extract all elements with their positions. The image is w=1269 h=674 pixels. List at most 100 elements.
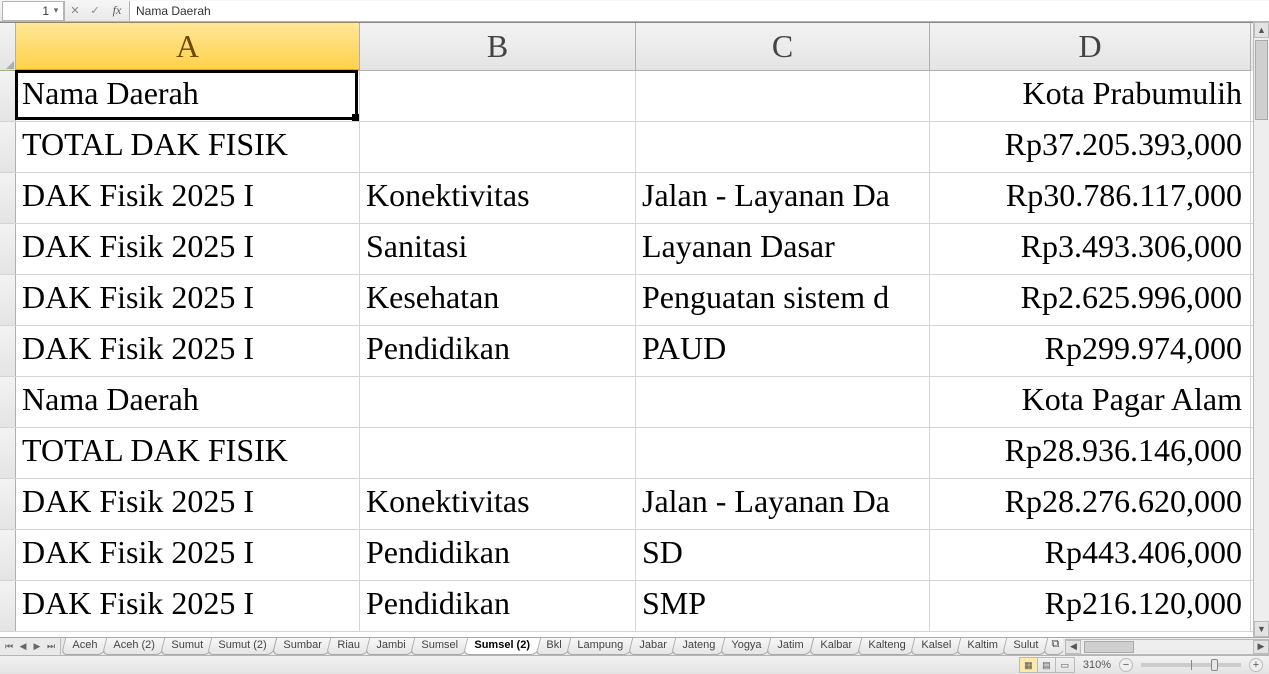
column-header[interactable]: B (360, 23, 636, 71)
normal-view-icon[interactable]: ▦ (1020, 658, 1038, 672)
vscroll-thumb[interactable] (1255, 40, 1268, 120)
cell[interactable]: Rp3.493.306,000 (930, 224, 1251, 274)
cell[interactable]: DAK Fisik 2025 I (16, 581, 360, 631)
row-header[interactable] (0, 326, 16, 376)
sheet-tab[interactable]: Kalbar (809, 638, 863, 655)
formula-input[interactable]: Nama Daerah (129, 1, 1269, 21)
cell[interactable]: Sanitasi (360, 224, 636, 274)
cell[interactable]: Pendidikan (360, 326, 636, 376)
select-all-corner[interactable] (0, 23, 16, 71)
zoom-out-icon[interactable]: − (1119, 658, 1133, 672)
cell[interactable]: Rp299.974,000 (930, 326, 1251, 376)
cell[interactable]: Konektivitas (360, 479, 636, 529)
cell[interactable]: SMP (636, 581, 930, 631)
cell[interactable]: Rp28.276.620,000 (930, 479, 1251, 529)
cell[interactable] (360, 122, 636, 172)
zoom-in-icon[interactable]: + (1249, 658, 1263, 672)
column-header[interactable]: D (930, 23, 1251, 71)
fx-icon[interactable]: fx (105, 3, 129, 18)
grid-body[interactable]: Nama Daerah Kota Prabumulih TOTAL DAK FISI… (0, 71, 1269, 632)
cell[interactable]: DAK Fisik 2025 I (16, 530, 360, 580)
scroll-left-icon[interactable]: ◀ (1065, 640, 1081, 654)
cell[interactable]: Kota Prabumulih (930, 71, 1251, 121)
cell[interactable]: DAK Fisik 2025 I (16, 326, 360, 376)
cell[interactable]: Rp30.786.117,000 (930, 173, 1251, 223)
cell[interactable]: Jalan - Layanan Da (636, 479, 930, 529)
cell[interactable]: Rp28.936.146,000 (930, 428, 1251, 478)
cell[interactable]: Kesehatan (360, 275, 636, 325)
zoom-knob[interactable] (1211, 659, 1218, 671)
row-header[interactable] (0, 530, 16, 580)
page-layout-view-icon[interactable]: ▤ (1038, 658, 1056, 672)
sheet-tab[interactable]: Sumut (160, 638, 214, 655)
page-break-view-icon[interactable]: ▭ (1056, 658, 1074, 672)
row-header[interactable] (0, 275, 16, 325)
new-sheet-tab[interactable]: ⧉ (1043, 638, 1063, 655)
cell[interactable] (636, 377, 930, 427)
cell[interactable]: SD (636, 530, 930, 580)
cell[interactable] (360, 71, 636, 121)
sheet-tab[interactable]: Aceh (61, 638, 108, 655)
cell[interactable]: Rp216.120,000 (930, 581, 1251, 631)
row-header[interactable] (0, 173, 16, 223)
sheet-tab[interactable]: Sumsel (2) (463, 638, 541, 655)
scroll-right-icon[interactable]: ▶ (1253, 640, 1269, 654)
sheet-tab[interactable]: Kaltim (956, 638, 1009, 655)
sheet-tab[interactable]: Kalteng (856, 638, 916, 655)
sheet-tab[interactable]: Sumsel (410, 638, 469, 655)
cell[interactable]: DAK Fisik 2025 I (16, 275, 360, 325)
cell[interactable]: PAUD (636, 326, 930, 376)
cell[interactable]: Pendidikan (360, 530, 636, 580)
sheet-tab[interactable]: Sulut (1002, 638, 1049, 655)
cell[interactable]: Rp2.625.996,000 (930, 275, 1251, 325)
hscroll-thumb[interactable] (1084, 641, 1134, 653)
column-header[interactable]: C (636, 23, 930, 71)
cell[interactable]: Kota Pagar Alam (930, 377, 1251, 427)
row-header[interactable] (0, 581, 16, 631)
cell[interactable]: DAK Fisik 2025 I (16, 224, 360, 274)
row-header[interactable] (0, 377, 16, 427)
cell[interactable]: DAK Fisik 2025 I (16, 479, 360, 529)
tab-first-icon[interactable]: ⏮ (2, 639, 16, 653)
sheet-tab[interactable]: Aceh (2) (102, 638, 166, 655)
sheet-tab[interactable]: Yogya (720, 638, 772, 655)
tab-next-icon[interactable]: ▶ (30, 639, 44, 653)
sheet-tab[interactable]: Kalsel (910, 638, 962, 655)
cell[interactable]: TOTAL DAK FISIK (16, 122, 360, 172)
cell[interactable] (360, 428, 636, 478)
sheet-tab[interactable]: Jambi (365, 638, 417, 655)
column-header[interactable]: A (16, 23, 360, 71)
cell[interactable]: Konektivitas (360, 173, 636, 223)
scroll-up-icon[interactable]: ▲ (1254, 22, 1269, 38)
row-header[interactable] (0, 71, 16, 121)
tab-prev-icon[interactable]: ◀ (16, 639, 30, 653)
name-box[interactable]: 1 ▾ (2, 1, 64, 21)
vertical-scrollbar[interactable]: ▲ ▼ (1253, 22, 1269, 637)
horizontal-scrollbar[interactable]: ◀ ▶ (1065, 639, 1269, 655)
cell[interactable] (636, 122, 930, 172)
sheet-tab[interactable]: Sumut (2) (207, 638, 278, 655)
cell[interactable] (636, 71, 930, 121)
cell[interactable] (636, 428, 930, 478)
row-header[interactable] (0, 224, 16, 274)
cell[interactable]: Layanan Dasar (636, 224, 930, 274)
scroll-down-icon[interactable]: ▼ (1254, 621, 1269, 637)
sheet-tab[interactable]: Jatim (766, 638, 815, 655)
cell[interactable]: Pendidikan (360, 581, 636, 631)
cell[interactable]: DAK Fisik 2025 I (16, 173, 360, 223)
row-header[interactable] (0, 428, 16, 478)
zoom-slider[interactable] (1141, 663, 1241, 667)
sheet-tab[interactable]: Lampung (566, 638, 634, 655)
cell[interactable]: Rp443.406,000 (930, 530, 1251, 580)
row-header[interactable] (0, 122, 16, 172)
cell[interactable]: Rp37.205.393,000 (930, 122, 1251, 172)
name-box-dropdown-icon[interactable]: ▾ (51, 5, 61, 16)
sheet-tab[interactable]: Riau (326, 638, 371, 655)
cell[interactable]: Nama Daerah (16, 377, 360, 427)
sheet-tab[interactable]: Sumbar (272, 638, 333, 655)
tab-last-icon[interactable]: ⏭ (44, 639, 58, 653)
row-header[interactable] (0, 479, 16, 529)
cell[interactable]: Penguatan sistem d (636, 275, 930, 325)
cell[interactable]: TOTAL DAK FISIK (16, 428, 360, 478)
cell[interactable]: Jalan - Layanan Da (636, 173, 930, 223)
